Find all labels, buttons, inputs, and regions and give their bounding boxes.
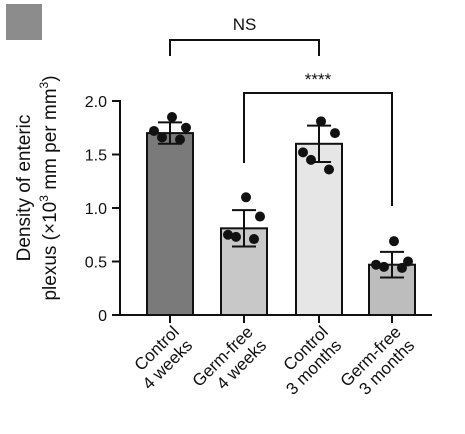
data-point bbox=[241, 192, 251, 203]
data-point bbox=[330, 128, 340, 139]
data-point bbox=[249, 234, 259, 245]
y-tick-label: 1.0 bbox=[85, 201, 107, 218]
bar bbox=[146, 132, 194, 316]
y-tick-label: 0 bbox=[98, 308, 107, 325]
data-point bbox=[389, 236, 399, 247]
error-bars bbox=[158, 121, 404, 279]
y-tick-label: 1.5 bbox=[85, 148, 107, 165]
significance-label: NS bbox=[233, 15, 257, 34]
significance-label: **** bbox=[305, 70, 332, 89]
significance-bracket bbox=[169, 39, 320, 56]
y-axis-title: Density of enteric plexus (×103 mm per m… bbox=[14, 75, 61, 300]
y-axis-title-line2: plexus (×103 mm per mm3) bbox=[37, 75, 61, 300]
bar bbox=[295, 142, 343, 316]
y-tick-label: 0.5 bbox=[85, 255, 107, 272]
data-point bbox=[157, 132, 167, 143]
y-tick-label: 2.0 bbox=[85, 94, 107, 111]
data-point bbox=[223, 229, 233, 240]
data-point bbox=[324, 164, 334, 175]
data-point bbox=[306, 154, 316, 165]
data-points bbox=[149, 112, 413, 273]
y-axis: 0 0.5 1.0 1.5 2.0 bbox=[85, 94, 121, 325]
corner-thumbnail bbox=[6, 4, 42, 40]
data-point bbox=[298, 147, 308, 158]
data-point bbox=[403, 256, 413, 267]
data-point bbox=[255, 211, 265, 222]
bars bbox=[146, 132, 416, 316]
y-axis-title-line1: Density of enteric bbox=[14, 115, 35, 262]
significance-brackets: NS **** bbox=[169, 15, 393, 206]
significance-bracket bbox=[243, 92, 393, 206]
data-point bbox=[181, 122, 191, 133]
data-point bbox=[379, 261, 389, 272]
data-point bbox=[175, 134, 185, 145]
data-point bbox=[316, 116, 326, 127]
data-point bbox=[371, 259, 381, 270]
data-point bbox=[397, 262, 407, 273]
data-point bbox=[167, 112, 177, 123]
data-point bbox=[149, 125, 159, 136]
data-point bbox=[231, 231, 241, 242]
